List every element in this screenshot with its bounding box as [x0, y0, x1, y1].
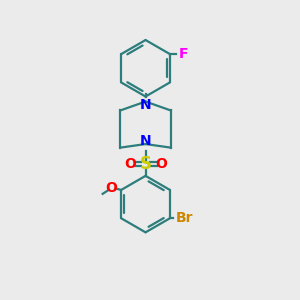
- Text: S: S: [140, 155, 152, 173]
- Text: O: O: [106, 182, 118, 196]
- Text: O: O: [155, 157, 167, 171]
- Text: N: N: [140, 134, 152, 148]
- Text: N: N: [140, 98, 152, 112]
- Text: F: F: [179, 47, 188, 61]
- Text: O: O: [124, 157, 136, 171]
- Text: Br: Br: [176, 211, 194, 225]
